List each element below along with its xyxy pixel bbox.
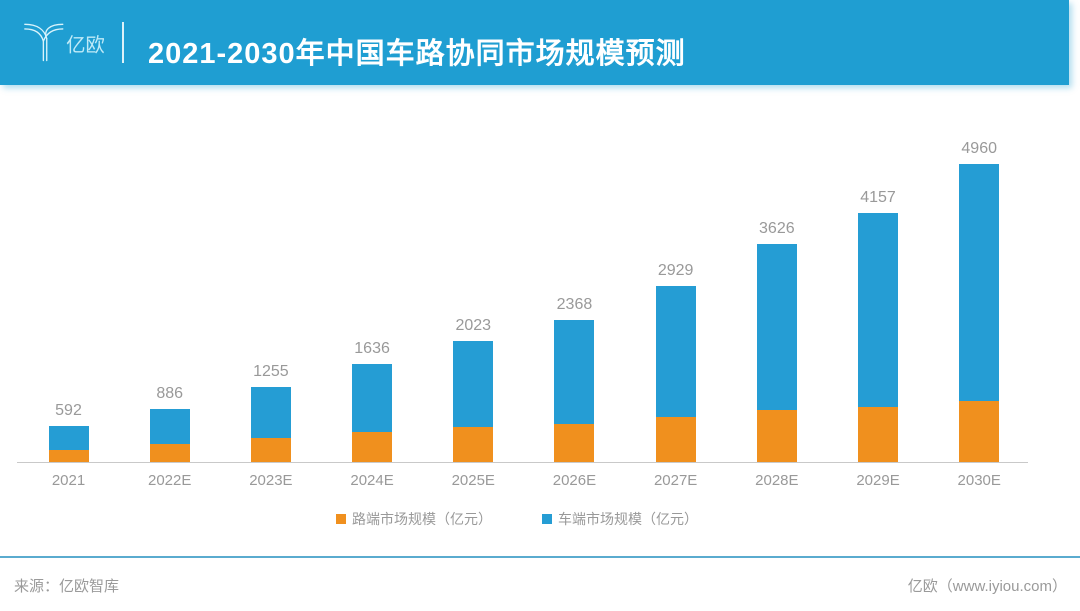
svg-text:亿欧: 亿欧	[66, 34, 104, 56]
